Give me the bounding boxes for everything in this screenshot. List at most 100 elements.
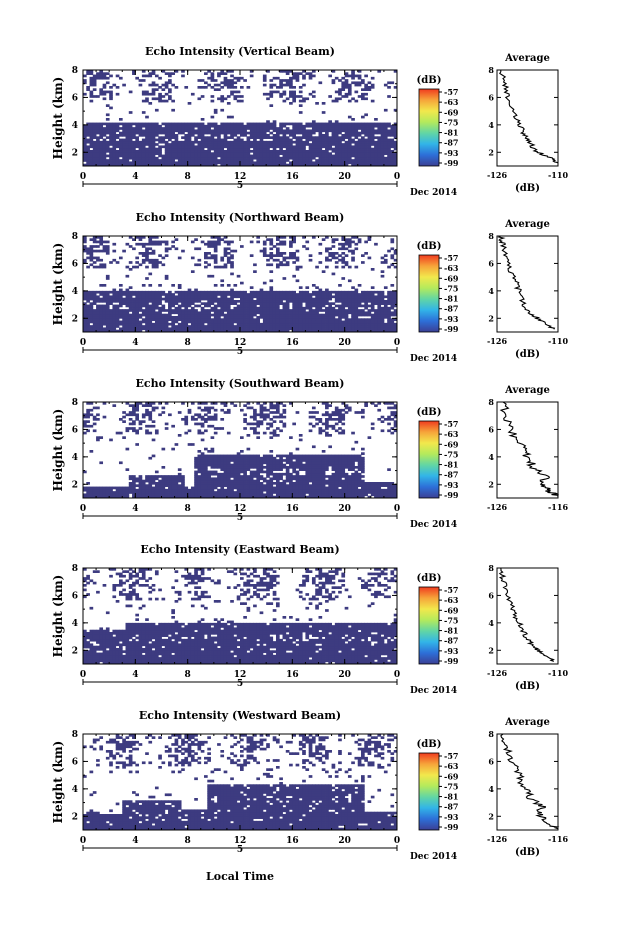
- echo-cell: [118, 418, 123, 421]
- echo-cell: [151, 152, 156, 155]
- echo-cell: [220, 427, 225, 430]
- echo-cell: [187, 495, 192, 499]
- echo-cell: [223, 329, 228, 333]
- echo-cell: [249, 143, 254, 146]
- echo-cell: [194, 472, 198, 476]
- echo-cell: [249, 300, 254, 303]
- echo-cell: [354, 131, 359, 135]
- echo-cell: [197, 145, 202, 149]
- echo-cell: [217, 493, 221, 497]
- echo-cell: [168, 482, 172, 485]
- echo-cell: [364, 134, 368, 137]
- echo-cell: [125, 300, 130, 303]
- echo-cell: [331, 159, 336, 162]
- echo-cell: [292, 322, 296, 326]
- echo-cell: [86, 256, 90, 260]
- echo-cell: [253, 322, 257, 326]
- echo-cell: [96, 249, 100, 253]
- echo-cell: [154, 325, 159, 328]
- echo-cell: [184, 136, 189, 139]
- echo-cell: [275, 325, 280, 328]
- echo-cell: [390, 329, 395, 333]
- echo-cell: [292, 129, 296, 133]
- echo-cell: [213, 140, 218, 144]
- echo-cell: [177, 154, 182, 158]
- echo-cell: [145, 408, 149, 412]
- echo-cell: [138, 309, 143, 312]
- echo-cell: [289, 145, 293, 149]
- echo-cell: [302, 313, 306, 317]
- echo-cell: [361, 159, 365, 162]
- echo-cell: [289, 143, 293, 146]
- echo-cell: [138, 488, 143, 492]
- echo-cell: [347, 245, 352, 248]
- echo-cell: [83, 318, 87, 321]
- echo-cell: [347, 240, 352, 244]
- echo-cell: [151, 159, 156, 162]
- echo-cell: [226, 81, 231, 85]
- echo-cell: [92, 322, 97, 326]
- echo-cell: [233, 90, 238, 94]
- echo-cell: [321, 122, 326, 126]
- echo-cell: [347, 147, 352, 151]
- echo-cell: [259, 306, 264, 310]
- echo-cell: [171, 311, 175, 315]
- echo-cell: [282, 320, 287, 324]
- echo-cell: [158, 329, 162, 333]
- echo-cell: [279, 316, 283, 319]
- echo-cell: [197, 161, 202, 165]
- echo-cell: [99, 311, 104, 315]
- echo-cell: [380, 136, 385, 139]
- echo-cell: [383, 329, 388, 333]
- echo-cell: [89, 163, 94, 167]
- echo-cell: [295, 138, 300, 142]
- echo-cell: [89, 295, 94, 299]
- echo-cell: [207, 154, 211, 158]
- echo-cell: [213, 88, 218, 91]
- echo-cell: [138, 493, 143, 497]
- echo-cell: [174, 297, 179, 301]
- echo-cell: [148, 147, 153, 151]
- echo-cell: [210, 454, 215, 458]
- echo-cell: [141, 482, 146, 485]
- echo-cell: [315, 129, 319, 133]
- echo-cell: [341, 247, 346, 251]
- echo-cell: [223, 72, 228, 75]
- echo-cell: [197, 413, 202, 417]
- echo-cell: [220, 265, 225, 269]
- echo-cell: [177, 325, 182, 328]
- echo-cell: [128, 129, 133, 133]
- echo-cell: [289, 147, 293, 151]
- echo-cell: [338, 97, 342, 101]
- echo-cell: [393, 147, 398, 151]
- echo-cell: [364, 88, 368, 91]
- echo-cell: [262, 240, 267, 244]
- x-tick-label: 8: [185, 338, 191, 348]
- profile-y-tick-label: 2: [488, 147, 494, 157]
- echo-cell: [135, 309, 139, 312]
- echo-cell: [92, 318, 97, 321]
- echo-cell: [275, 297, 280, 301]
- echo-cell: [393, 258, 398, 262]
- echo-cell: [282, 311, 287, 315]
- echo-cell: [187, 491, 192, 494]
- echo-cell: [112, 152, 117, 155]
- echo-cell: [112, 150, 117, 153]
- echo-cell: [89, 154, 94, 158]
- colorbar-tick-label: -87: [444, 138, 458, 148]
- echo-cell: [181, 147, 185, 151]
- echo-cell: [259, 122, 264, 126]
- echo-cell: [295, 124, 300, 128]
- echo-cell: [92, 74, 97, 78]
- echo-cell: [269, 136, 274, 139]
- echo-cell: [164, 482, 169, 485]
- echo-cell: [220, 138, 225, 142]
- echo-cell: [128, 131, 133, 135]
- echo-cell: [200, 463, 205, 467]
- echo-cell: [102, 156, 107, 160]
- echo-cell: [210, 145, 215, 149]
- echo-cell: [207, 83, 211, 87]
- echo-cell: [220, 81, 225, 85]
- echo-cell: [92, 261, 97, 264]
- echo-cell: [279, 327, 283, 331]
